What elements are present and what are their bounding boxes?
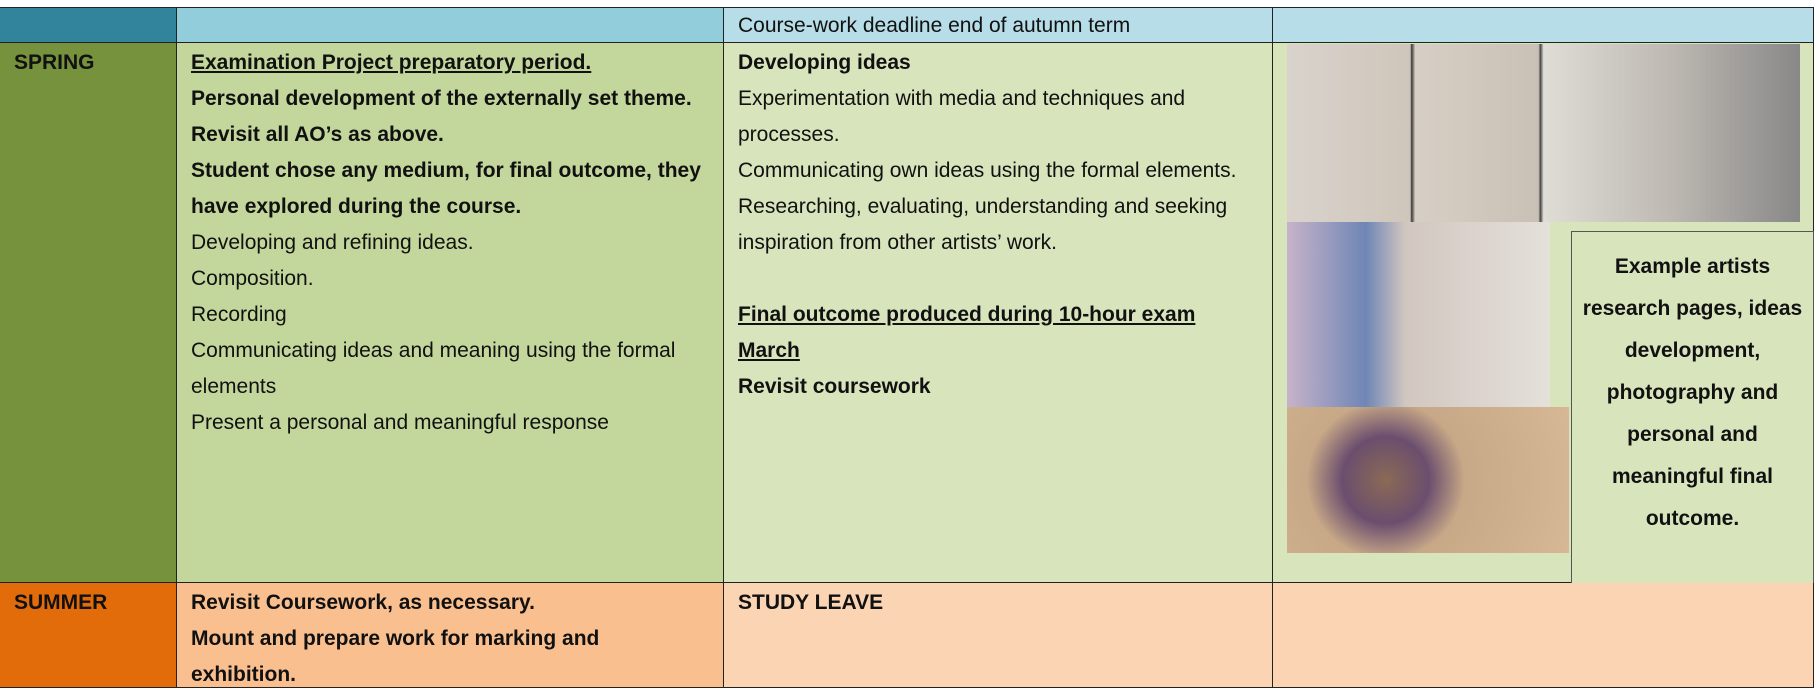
cell <box>0 7 177 43</box>
caption-text: Example artists research pages, ideas de… <box>1582 255 1803 530</box>
cell-text: Revisit Coursework, as necessary. <box>191 591 535 614</box>
cell-text: Final outcome produced during 10-hour ex… <box>738 303 1196 326</box>
cell: Examination Project preparatory period. … <box>177 43 724 583</box>
cell-text: Personal development of the externally s… <box>191 87 692 110</box>
cell-text: Course-work deadline end of autumn term <box>738 14 1131 37</box>
cell: Revisit Coursework, as necessary. Mount … <box>177 583 724 688</box>
cell-text: Developing and refining ideas. <box>191 231 474 254</box>
cell-text: Recording <box>191 303 287 326</box>
season-label: SPRING <box>14 51 95 74</box>
cell-text: Student chose any medium, for final outc… <box>191 159 701 218</box>
sketchbook-image <box>1287 44 1800 222</box>
cell-text: Present a personal and meaningful respon… <box>191 411 609 434</box>
cell <box>1273 7 1814 43</box>
cell-text: Revisit coursework <box>738 375 931 398</box>
cell: Developing ideas Experimentation with me… <box>724 43 1273 583</box>
cell-text: March <box>738 339 800 362</box>
sketchbook-image <box>1287 222 1550 407</box>
cell-text: Mount and prepare work for marking and e… <box>191 627 600 686</box>
season-label: SUMMER <box>14 591 108 614</box>
cell <box>1273 583 1814 688</box>
cell-text: Examination Project preparatory period. <box>191 51 592 74</box>
cell-text: Revisit all AO’s as above. <box>191 123 444 146</box>
cell-text: Communicating own ideas using the formal… <box>738 159 1237 182</box>
cell: STUDY LEAVE <box>724 583 1273 688</box>
cell-text: Composition. <box>191 267 314 290</box>
cell-text: Experimentation with media and technique… <box>738 87 1186 146</box>
cell <box>177 7 724 43</box>
cell: SUMMER <box>0 583 177 688</box>
cell: Course-work deadline end of autumn term <box>724 7 1273 43</box>
artwork-image <box>1287 407 1569 553</box>
cell-text: Researching, evaluating, understanding a… <box>738 195 1228 254</box>
spacer <box>738 261 1258 297</box>
cell: SPRING <box>0 43 177 583</box>
cell-text: STUDY LEAVE <box>738 591 884 614</box>
caption-box: Example artists research pages, ideas de… <box>1571 231 1814 585</box>
cell-text: Communicating ideas and meaning using th… <box>191 339 676 398</box>
cell-text: Developing ideas <box>738 51 911 74</box>
